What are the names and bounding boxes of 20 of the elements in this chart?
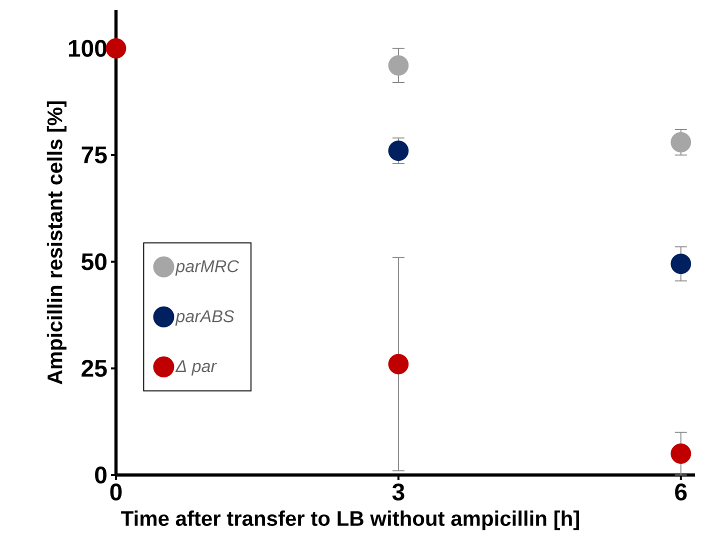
x-tick-label: 3 xyxy=(392,484,404,501)
y-tick-label: 0 xyxy=(95,466,106,484)
legend-label: parMRC xyxy=(175,260,240,276)
y-tick-label: 100 xyxy=(68,40,106,57)
y-tick-label: 25 xyxy=(82,360,107,377)
legend-label: parABS xyxy=(175,310,234,326)
point xyxy=(106,38,126,59)
x-tick-label: 0 xyxy=(110,484,122,501)
y-tick-label: 75 xyxy=(82,146,107,164)
point xyxy=(670,443,692,464)
y-tick-label: 50 xyxy=(82,253,106,270)
point xyxy=(670,132,692,152)
point xyxy=(670,254,692,274)
point xyxy=(388,140,409,161)
point xyxy=(388,354,409,374)
point xyxy=(388,55,409,76)
x-axis-title: Time after transfer to LB without ampicillin [h] xyxy=(121,510,579,530)
x-tick-label: 6 xyxy=(675,484,687,501)
legend-label: Δ par xyxy=(175,360,217,376)
y-axis-title: Ampicillin resistant cells [%] xyxy=(46,101,66,384)
